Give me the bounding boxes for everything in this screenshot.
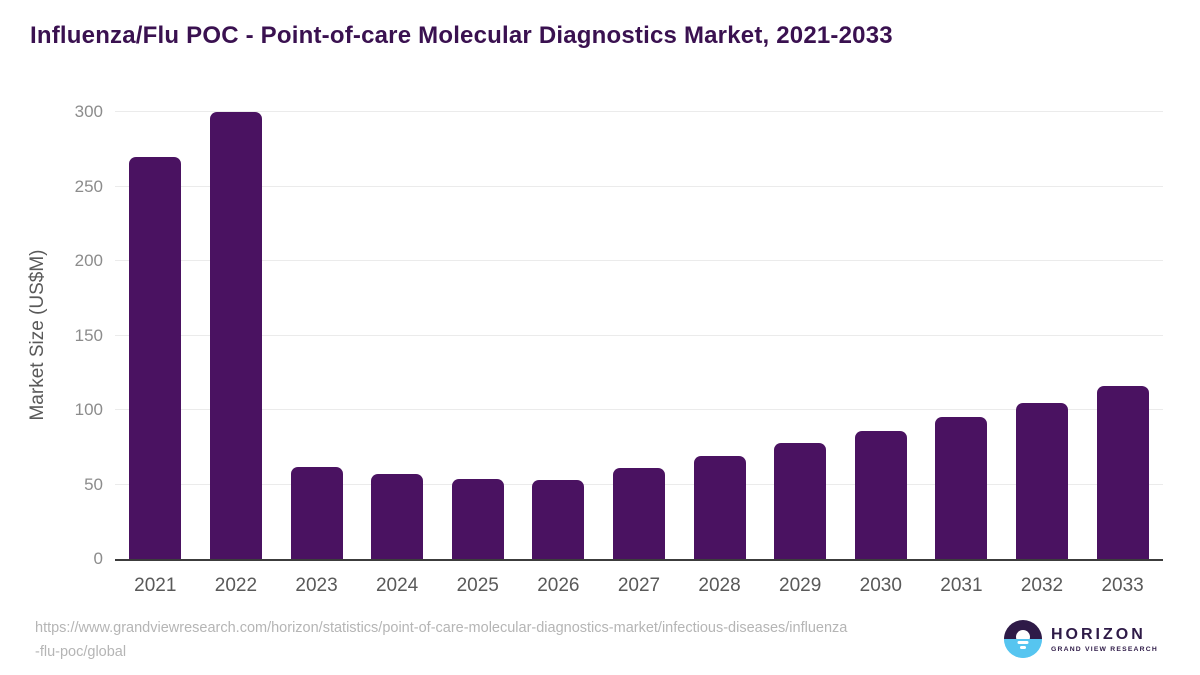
x-tick-label-2023: 2023 (295, 575, 338, 596)
bar-2023[interactable] (290, 466, 343, 559)
bar-2022[interactable] (209, 112, 262, 559)
bar-slot-2032: 2032 (1002, 112, 1083, 596)
logo-sea-shape (1003, 639, 1042, 658)
bar-slot-2031: 2031 (921, 112, 1002, 596)
x-tick-label-2026: 2026 (537, 575, 580, 596)
logo-brand-subtitle: GRAND VIEW RESEARCH (1050, 645, 1158, 653)
y-tick-label-300: 300 (74, 102, 103, 121)
horizon-logo-text: HORIZON GRAND VIEW RESEARCH (1051, 626, 1158, 653)
gridline-150 (115, 334, 1163, 336)
x-tick-label-2022: 2022 (214, 575, 258, 596)
page-title: Influenza/Flu POC - Point-of-care Molecu… (30, 22, 893, 49)
y-tick-label-100: 100 (74, 400, 103, 419)
logo-reflection-dash (1017, 641, 1029, 644)
bar-2029[interactable] (774, 442, 827, 559)
bar-2028[interactable] (693, 456, 746, 559)
bar-2033[interactable] (1096, 386, 1149, 559)
bar-2030[interactable] (854, 430, 907, 559)
y-tick-label-250: 250 (74, 176, 103, 196)
bar-slot-2026: 2026 (518, 112, 599, 596)
x-tick-label-2030: 2030 (859, 575, 902, 596)
x-tick-label-2028: 2028 (698, 575, 741, 596)
source-url-line1: https://www.grandviewresearch.com/horizo… (35, 620, 848, 636)
x-tick-label-2027: 2027 (617, 575, 661, 596)
x-tick-label-2032: 2032 (1020, 575, 1064, 596)
y-axis-ticks: 0 50 100 150 200 250 300 (0, 103, 103, 568)
gridline-100 (115, 409, 1163, 410)
bar-2032[interactable] (1016, 402, 1068, 559)
bar-2026[interactable] (532, 480, 585, 559)
horizon-logo-icon (1003, 620, 1042, 658)
logo-brand-name: HORIZON (1050, 625, 1146, 643)
bar-slot-2030: 2030 (840, 112, 921, 596)
bar-slot-2027: 2027 (599, 112, 680, 596)
source-url-line2: -flu-poc/global (35, 644, 127, 660)
bar-2027[interactable] (612, 468, 665, 559)
gridline-250 (115, 185, 1163, 187)
gridline-300 (115, 111, 1163, 112)
bar-slot-2021: 2021 (115, 112, 196, 596)
y-tick-label-150: 150 (74, 325, 103, 345)
bar-2024[interactable] (371, 474, 424, 559)
source-url[interactable]: https://www.grandviewresearch.com/horizo… (35, 616, 955, 664)
plot-area: 2021 2022 2023 2024 2025 2026 2027 2028 2029 2030… (115, 111, 1163, 596)
bar-slot-2025: 2025 (437, 112, 518, 596)
x-tick-label-2033: 2033 (1101, 575, 1144, 596)
x-tick-label-2021: 2021 (134, 575, 177, 596)
horizon-logo[interactable]: HORIZON GRAND VIEW RESEARCH (1003, 620, 1158, 658)
x-tick-label-2029: 2029 (779, 575, 822, 596)
bar-slot-2033: 2033 (1082, 112, 1163, 596)
y-tick-label-50: 50 (84, 474, 103, 494)
x-tick-label-2025: 2025 (456, 575, 499, 596)
bar-slot-2029: 2029 (760, 112, 841, 596)
bar-slot-2022: 2022 (196, 112, 277, 596)
bar-slot-2023: 2023 (276, 112, 357, 596)
bar-slot-2024: 2024 (357, 112, 438, 596)
x-tick-label-2031: 2031 (940, 575, 983, 596)
y-tick-label-0: 0 (93, 549, 103, 568)
bars-container: 2021 2022 2023 2024 2025 2026 2027 2028 2029 2030… (115, 112, 1163, 596)
bar-2031[interactable] (935, 417, 988, 559)
logo-reflection-dash (1019, 646, 1026, 649)
bar-2021[interactable] (129, 156, 182, 559)
bar-slot-2028: 2028 (679, 112, 760, 596)
gridline-200 (115, 260, 1163, 261)
x-tick-label-2024: 2024 (375, 575, 419, 596)
y-tick-label-200: 200 (74, 251, 103, 270)
bar-2025[interactable] (451, 478, 504, 559)
